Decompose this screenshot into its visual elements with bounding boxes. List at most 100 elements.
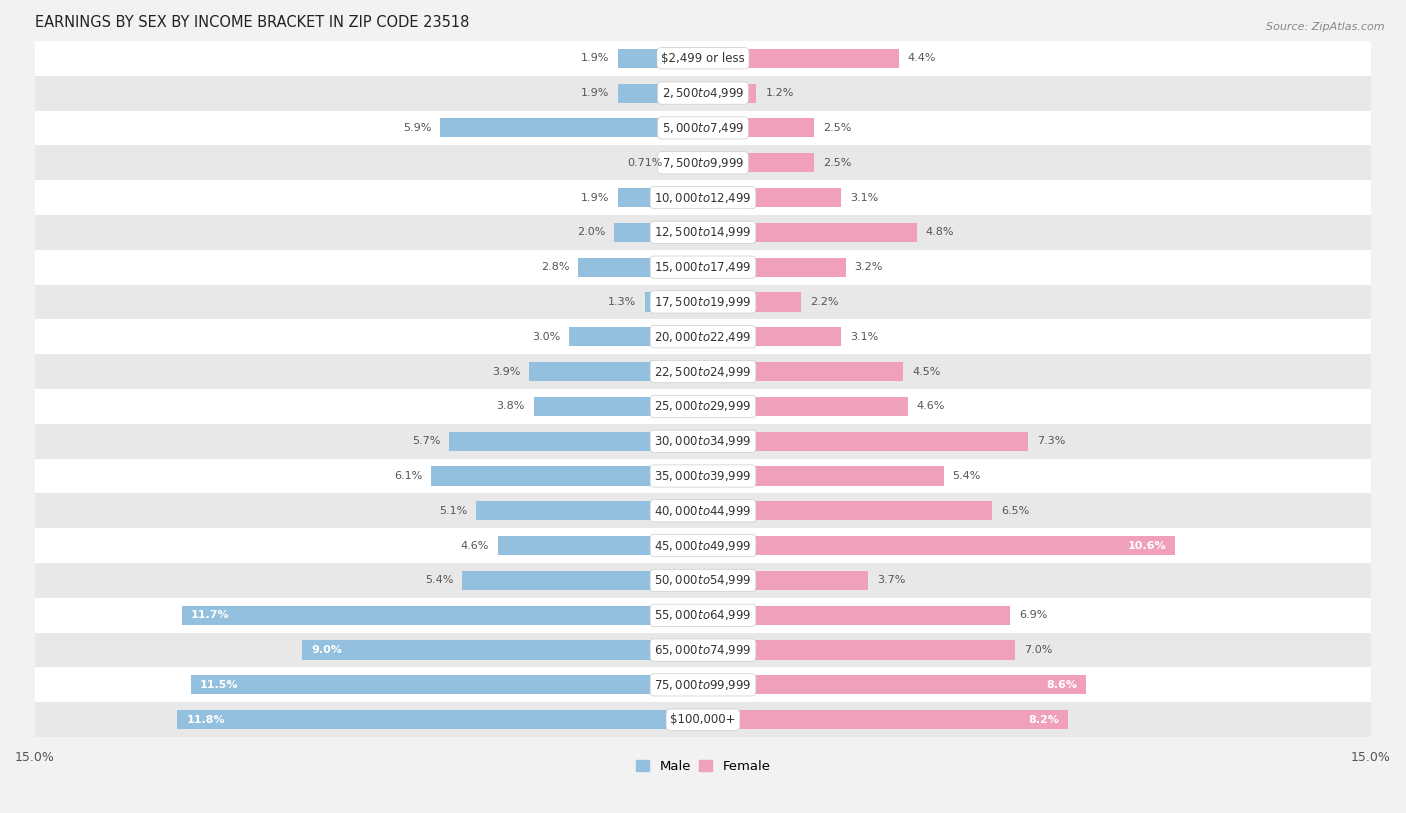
Text: 5.7%: 5.7%	[412, 437, 440, 446]
Text: 2.5%: 2.5%	[824, 123, 852, 133]
Bar	[578, 258, 703, 276]
Bar	[35, 146, 1371, 180]
Text: 11.7%: 11.7%	[191, 611, 229, 620]
Bar	[645, 293, 703, 311]
Text: $55,000 to $64,999: $55,000 to $64,999	[654, 608, 752, 622]
Text: 3.9%: 3.9%	[492, 367, 520, 376]
Text: 1.9%: 1.9%	[581, 193, 609, 202]
Bar	[703, 571, 868, 590]
Legend: Male, Female: Male, Female	[630, 754, 776, 778]
Bar	[703, 188, 841, 207]
Text: $65,000 to $74,999: $65,000 to $74,999	[654, 643, 752, 657]
Text: $45,000 to $49,999: $45,000 to $49,999	[654, 539, 752, 553]
Bar	[703, 676, 1085, 694]
Bar	[35, 389, 1371, 424]
Bar	[703, 467, 943, 485]
Text: 11.5%: 11.5%	[200, 680, 238, 690]
Text: 4.6%: 4.6%	[461, 541, 489, 550]
Bar	[35, 320, 1371, 354]
Text: $50,000 to $54,999: $50,000 to $54,999	[654, 573, 752, 588]
Bar	[35, 180, 1371, 215]
Bar	[181, 606, 703, 625]
Bar	[35, 667, 1371, 702]
Text: $35,000 to $39,999: $35,000 to $39,999	[654, 469, 752, 483]
Text: 5.9%: 5.9%	[404, 123, 432, 133]
Text: 9.0%: 9.0%	[311, 645, 342, 655]
Text: 2.5%: 2.5%	[824, 158, 852, 167]
Bar	[191, 676, 703, 694]
Bar	[703, 327, 841, 346]
Bar	[463, 571, 703, 590]
Bar	[35, 285, 1371, 320]
Bar	[432, 467, 703, 485]
Bar	[703, 362, 904, 381]
Bar	[35, 250, 1371, 285]
Bar	[35, 563, 1371, 598]
Text: 3.0%: 3.0%	[533, 332, 561, 341]
Text: 3.8%: 3.8%	[496, 402, 524, 411]
Text: 3.2%: 3.2%	[855, 262, 883, 272]
Text: EARNINGS BY SEX BY INCOME BRACKET IN ZIP CODE 23518: EARNINGS BY SEX BY INCOME BRACKET IN ZIP…	[35, 15, 470, 30]
Bar	[703, 710, 1069, 729]
Text: $17,500 to $19,999: $17,500 to $19,999	[654, 295, 752, 309]
Bar	[703, 119, 814, 137]
Text: $10,000 to $12,499: $10,000 to $12,499	[654, 190, 752, 205]
Text: 1.2%: 1.2%	[765, 88, 794, 98]
Text: 1.9%: 1.9%	[581, 54, 609, 63]
Text: 3.7%: 3.7%	[877, 576, 905, 585]
Text: $40,000 to $44,999: $40,000 to $44,999	[654, 504, 752, 518]
Text: Source: ZipAtlas.com: Source: ZipAtlas.com	[1267, 22, 1385, 32]
Bar	[35, 702, 1371, 737]
Bar	[35, 598, 1371, 633]
Text: 3.1%: 3.1%	[851, 332, 879, 341]
Bar	[619, 188, 703, 207]
Bar	[35, 424, 1371, 459]
Text: $2,499 or less: $2,499 or less	[661, 52, 745, 65]
Text: $5,000 to $7,499: $5,000 to $7,499	[662, 121, 744, 135]
Bar	[703, 641, 1015, 659]
Text: 6.5%: 6.5%	[1001, 506, 1029, 515]
Bar	[703, 432, 1028, 450]
Text: 1.9%: 1.9%	[581, 88, 609, 98]
Text: 5.1%: 5.1%	[439, 506, 467, 515]
Text: $75,000 to $99,999: $75,000 to $99,999	[654, 678, 752, 692]
Text: $30,000 to $34,999: $30,000 to $34,999	[654, 434, 752, 448]
Bar	[703, 606, 1011, 625]
Bar	[703, 223, 917, 242]
Text: $15,000 to $17,499: $15,000 to $17,499	[654, 260, 752, 274]
Text: 2.2%: 2.2%	[810, 297, 838, 307]
Bar	[534, 397, 703, 416]
Bar	[449, 432, 703, 450]
Text: 4.5%: 4.5%	[912, 367, 941, 376]
Bar	[569, 327, 703, 346]
Bar	[703, 397, 908, 416]
Bar	[35, 111, 1371, 146]
Bar	[35, 354, 1371, 389]
Text: 8.2%: 8.2%	[1028, 715, 1059, 724]
Text: $12,500 to $14,999: $12,500 to $14,999	[654, 225, 752, 239]
Bar	[35, 76, 1371, 111]
Bar	[35, 41, 1371, 76]
Text: 3.1%: 3.1%	[851, 193, 879, 202]
Text: $100,000+: $100,000+	[671, 713, 735, 726]
Bar	[529, 362, 703, 381]
Bar	[35, 633, 1371, 667]
Bar	[35, 215, 1371, 250]
Bar	[614, 223, 703, 242]
Text: 6.9%: 6.9%	[1019, 611, 1047, 620]
Text: 10.6%: 10.6%	[1128, 541, 1166, 550]
Text: $22,500 to $24,999: $22,500 to $24,999	[654, 364, 752, 379]
Bar	[703, 502, 993, 520]
Text: 7.0%: 7.0%	[1024, 645, 1052, 655]
Text: 2.8%: 2.8%	[541, 262, 569, 272]
Text: $20,000 to $22,499: $20,000 to $22,499	[654, 330, 752, 344]
Text: 2.0%: 2.0%	[576, 228, 605, 237]
Bar	[703, 258, 845, 276]
Text: 5.4%: 5.4%	[425, 576, 454, 585]
Bar	[703, 49, 898, 67]
Text: 4.6%: 4.6%	[917, 402, 945, 411]
Bar	[35, 459, 1371, 493]
Text: 5.4%: 5.4%	[952, 471, 981, 481]
Bar	[440, 119, 703, 137]
Bar	[703, 153, 814, 172]
